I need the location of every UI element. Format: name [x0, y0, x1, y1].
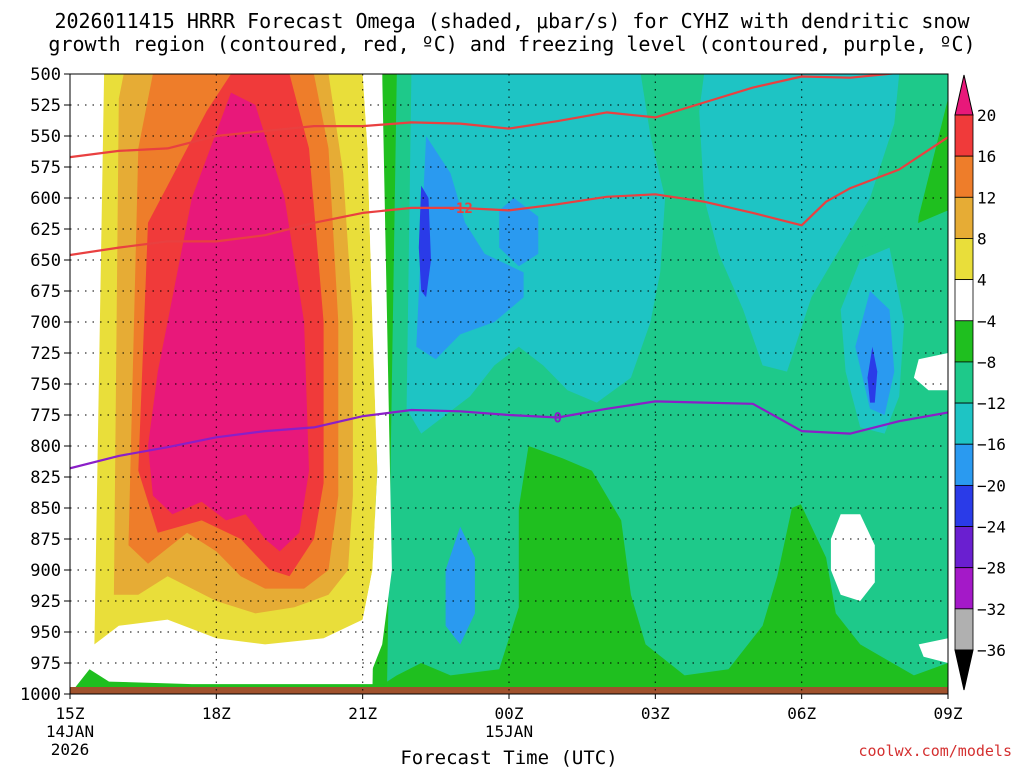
pressure-tick-label: 950 [30, 623, 61, 643]
pressure-tick-label: 975 [30, 654, 61, 674]
chart-title-line-1: 2026011415 HRRR Forecast Omega (shaded, … [54, 9, 970, 33]
colorbar-top-arrow [954, 74, 974, 116]
pressure-tick-label: 700 [30, 313, 61, 333]
time-tick-date: 15JAN [485, 722, 533, 741]
colorbar-label: −20 [977, 476, 1006, 495]
omega-region-4 [699, 74, 900, 372]
omega-region-7 [499, 198, 539, 267]
time-tick-label: 21Z [348, 704, 377, 723]
colorbar-label: 20 [977, 106, 996, 125]
colorbar-label: −28 [977, 559, 1006, 578]
colorbar-label: −16 [977, 435, 1006, 454]
time-tick-date: 14JAN [46, 722, 94, 741]
colorbar-band [954, 567, 974, 610]
chart-title-line-2: growth region (contoured, red, ºC) and f… [48, 32, 976, 56]
colorbar-label: 16 [977, 147, 996, 166]
time-tick-label: 03Z [641, 704, 670, 723]
time-tick-label: 00Z [495, 704, 524, 723]
colorbar: 20 16 12 8 4 −4 −8 −12 −16 −20 −24 −28 −32 −36 [954, 74, 1006, 691]
colorbar-label: −24 [977, 518, 1006, 537]
x-axis-label: Forecast Time (UTC) [400, 747, 617, 768]
pressure-tick-label: 500 [30, 65, 61, 85]
colorbar-band [954, 361, 974, 404]
pressure-tick-label: 675 [30, 282, 61, 302]
pressure-tick-label: 525 [30, 96, 61, 116]
omega-region-10 [418, 185, 431, 298]
pressure-tick-label: 925 [30, 592, 61, 612]
pressure-axis: 500 525 550 575 600 625 650 675 700 725 750 775 800 8… [20, 65, 70, 705]
pressure-tick-label: 750 [30, 375, 61, 395]
omega-region-18 [830, 514, 875, 601]
colorbar-band [954, 114, 974, 157]
freezing-level-contour-0-label: 0 [554, 410, 562, 426]
pressure-tick-label: 600 [30, 189, 61, 209]
pressure-tick-label: 850 [30, 499, 61, 519]
colorbar-band [954, 526, 974, 569]
pressure-tick-label: 775 [30, 406, 61, 426]
colorbar-band [954, 443, 974, 486]
pressure-tick-label: 575 [30, 158, 61, 178]
pressure-tick-label: 800 [30, 437, 61, 457]
dendritic-contour-1 [70, 136, 948, 257]
colorbar-bottom-arrow [954, 649, 974, 691]
credit-text: coolwx.com/models [858, 742, 1012, 760]
colorbar-band [954, 402, 974, 445]
time-tick-label: 06Z [787, 704, 816, 723]
time-tick-label: 09Z [934, 704, 963, 723]
omega-region-11 [867, 346, 878, 403]
pressure-tick-label: 825 [30, 468, 61, 488]
pressure-tick-label: 1000 [20, 685, 61, 705]
omega-region-20 [918, 638, 948, 663]
pressure-tick-label: 550 [30, 127, 61, 147]
colorbar-label: −12 [977, 394, 1006, 413]
colorbar-label: 8 [977, 229, 987, 248]
colorbar-band [954, 238, 974, 281]
omega-region-6 [416, 136, 524, 360]
pressure-tick-label: 725 [30, 344, 61, 364]
colorbar-band [954, 279, 974, 322]
colorbar-band [954, 320, 974, 363]
time-tick-label: 15Z [56, 704, 85, 723]
omega-shaded-regions [70, 74, 948, 694]
colorbar-label: −36 [977, 641, 1006, 660]
freezing-level-contour-0 [70, 400, 948, 470]
dendritic-contour-1-label: -12 [448, 201, 473, 217]
colorbar-band [954, 484, 974, 527]
colorbar-label: −8 [977, 353, 996, 372]
colorbar-band [954, 196, 974, 239]
colorbar-label: −4 [977, 312, 996, 331]
pressure-tick-label: 875 [30, 530, 61, 550]
time-tick-year: 2026 [51, 740, 90, 759]
dendritic-contour-0 [70, 74, 899, 159]
pressure-tick-label: 625 [30, 220, 61, 240]
colorbar-label: 4 [977, 271, 987, 290]
colorbar-band [954, 608, 974, 651]
colorbar-label: −32 [977, 600, 1006, 619]
contour-lines: -12 0 [70, 74, 948, 470]
omega-region-9 [445, 526, 475, 645]
colorbar-label: 12 [977, 188, 996, 207]
omega-region-19 [913, 353, 948, 391]
pressure-tick-label: 900 [30, 561, 61, 581]
pressure-tick-label: 650 [30, 251, 61, 271]
time-tick-label: 18Z [202, 704, 231, 723]
colorbar-band [954, 155, 974, 198]
